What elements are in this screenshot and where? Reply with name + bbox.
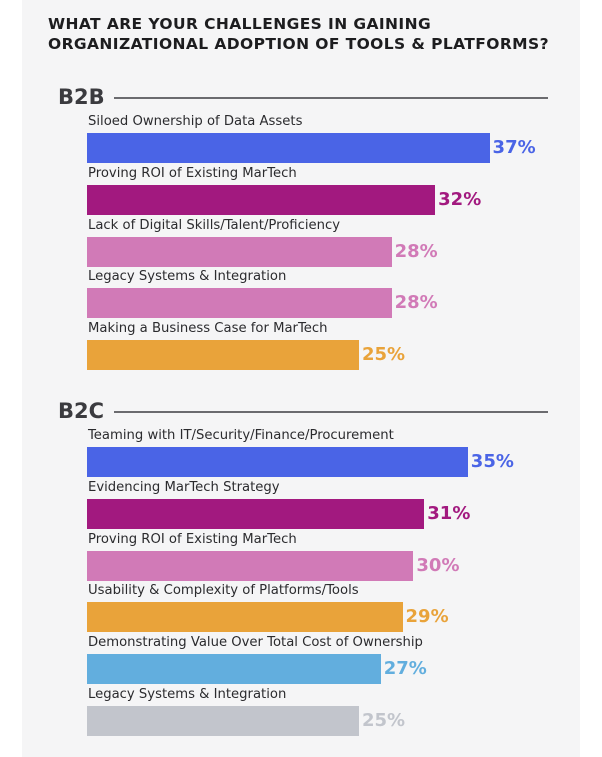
bar-category-label: Demonstrating Value Over Total Cost of O… (88, 635, 423, 651)
bar-value-label: 31% (427, 502, 471, 524)
section-title: B2C (58, 399, 105, 423)
bar-value-label: 28% (394, 240, 438, 262)
bar (87, 706, 359, 736)
bar-category-label: Making a Business Case for MarTech (88, 321, 328, 337)
bar-value-label: 37% (492, 137, 536, 158)
section-title: B2B (58, 85, 105, 109)
section-divider (114, 97, 548, 99)
section-header-b2c: B2C (58, 398, 548, 424)
bar (87, 133, 490, 163)
bar-value-label: 25% (362, 710, 406, 731)
bar-value-label: 29% (405, 606, 449, 628)
bar (87, 602, 403, 633)
bar-value-label: 25% (362, 344, 406, 366)
bar-category-label: Usability & Complexity of Platforms/Tool… (88, 583, 359, 599)
bar-category-label: Legacy Systems & Integration (88, 269, 287, 285)
bar (87, 498, 425, 529)
bar-category-label: Proving ROI of Existing MarTech (88, 165, 297, 181)
chart-title: WHAT ARE YOUR CHALLENGES IN GAINING ORGA… (48, 14, 578, 54)
bar-category-label: Legacy Systems & Integration (88, 687, 287, 702)
bar-category-label: Proving ROI of Existing MarTech (88, 531, 297, 547)
section-header-b2b: B2B (58, 84, 548, 110)
bar-value-label: 32% (438, 188, 482, 210)
bar (87, 654, 381, 685)
bar-category-label: Siloed Ownership of Data Assets (88, 114, 303, 129)
bar (87, 447, 468, 477)
bar (87, 184, 436, 215)
section-divider (114, 411, 548, 413)
bar-category-label: Teaming with IT/Security/Finance/Procure… (88, 428, 394, 443)
bar-category-label: Lack of Digital Skills/Talent/Proficienc… (88, 217, 341, 233)
bar (87, 340, 359, 371)
bar-category-label: Evidencing MarTech Strategy (88, 479, 280, 495)
bar-value-label: 30% (416, 554, 460, 576)
chart-title-line-2: ORGANIZATIONAL ADOPTION OF TOOLS & PLATF… (48, 35, 549, 53)
bar-value-label: 28% (394, 292, 438, 314)
chart-title-line-1: WHAT ARE YOUR CHALLENGES IN GAINING (48, 15, 432, 33)
bar-value-label: 27% (383, 658, 427, 680)
bar (87, 236, 392, 267)
bar (87, 288, 392, 319)
bar-value-label: 35% (470, 451, 514, 472)
bar (87, 550, 414, 581)
